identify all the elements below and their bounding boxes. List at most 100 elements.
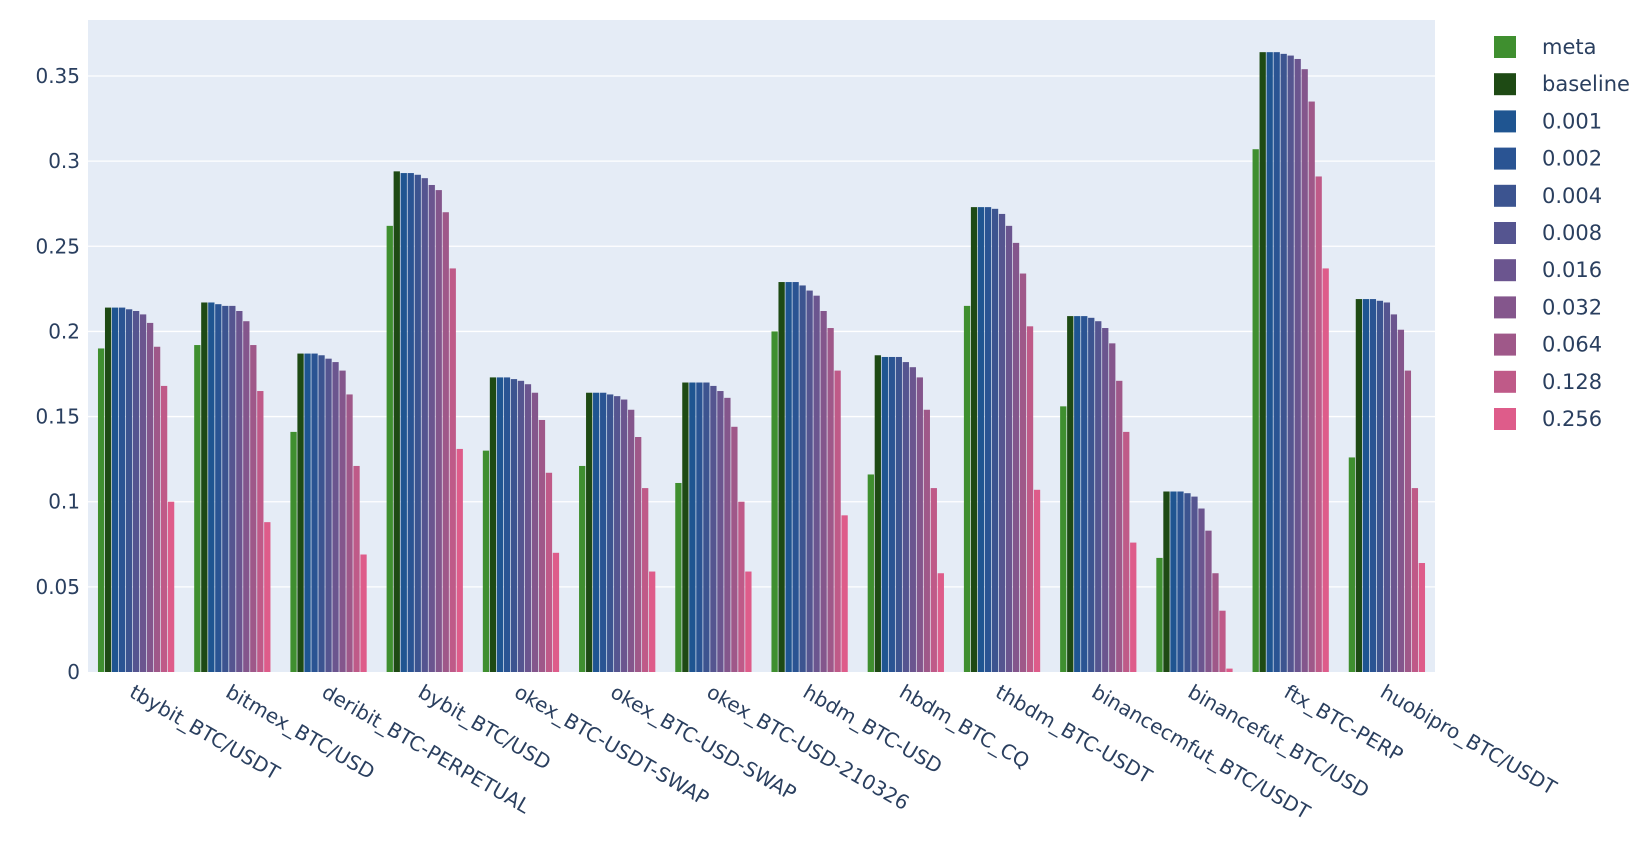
bar-0.128-8 — [930, 488, 937, 672]
legend-label: 0.004 — [1542, 184, 1602, 208]
bar-0.128-4 — [545, 472, 553, 672]
bar-0.016-5 — [621, 399, 628, 672]
legend[interactable]: meta baseline 0.001 0.002 0.004 0.008 0.016 0.0… — [1494, 35, 1630, 431]
bar-0.002-11 — [1177, 491, 1184, 672]
x-axis-ticks: tbybit_BTC/USDTbitmex_BTC/USDderibit_BTC… — [126, 680, 1562, 825]
bar-baseline-5 — [586, 392, 593, 672]
bar-0.128-11 — [1219, 610, 1226, 672]
y-tick-label: 0.3 — [48, 149, 80, 173]
legend-label: meta — [1542, 35, 1596, 59]
bar-0.064-3 — [442, 212, 449, 672]
bar-0.064-1 — [250, 345, 257, 672]
y-axis-ticks: 0 0.05 0.1 0.15 0.2 0.25 0.3 0.35 — [35, 64, 80, 684]
legend-label: baseline — [1542, 72, 1630, 96]
bar-0.032-11 — [1205, 530, 1212, 672]
bar-baseline-12 — [1259, 52, 1266, 673]
bar-0.001-6 — [689, 382, 696, 672]
bar-baseline-3 — [393, 171, 400, 673]
legend-item-baseline[interactable]: baseline — [1494, 72, 1630, 96]
bar-meta-2 — [290, 431, 297, 672]
bar-0.032-9 — [1012, 242, 1020, 672]
y-tick-label: 0.15 — [35, 405, 80, 429]
bar-0.008-2 — [325, 358, 332, 672]
bar-0.256-6 — [745, 571, 752, 672]
y-tick-label: 0.05 — [35, 575, 80, 599]
bar-0.008-5 — [614, 396, 621, 672]
bar-0.016-9 — [1005, 225, 1013, 672]
bar-0.002-13 — [1369, 299, 1377, 672]
bar-0.001-12 — [1266, 52, 1273, 673]
legend-label: 0.032 — [1542, 295, 1602, 319]
bar-0.001-10 — [1074, 316, 1081, 672]
legend-item-0.256[interactable]: 0.256 — [1494, 407, 1602, 431]
bar-meta-5 — [579, 465, 586, 672]
bar-0.064-12 — [1308, 101, 1315, 673]
bar-0.016-7 — [813, 295, 820, 672]
legend-item-0.128[interactable]: 0.128 — [1494, 370, 1602, 394]
bar-0.256-13 — [1418, 563, 1426, 672]
bar-0.064-13 — [1404, 370, 1412, 672]
bar-0.016-0 — [139, 314, 147, 672]
y-tick-label: 0.1 — [48, 490, 80, 514]
bars — [97, 52, 1426, 673]
legend-swatch — [1494, 147, 1516, 170]
bar-0.128-2 — [353, 465, 360, 672]
x-tick-label: thbdm_BTC-USDT — [992, 680, 1157, 789]
bar-0.008-6 — [710, 385, 717, 672]
bar-0.128-9 — [1026, 326, 1034, 672]
bar-meta-1 — [194, 345, 201, 672]
bar-0.001-3 — [400, 173, 407, 672]
bar-baseline-6 — [682, 382, 689, 672]
legend-item-0.001[interactable]: 0.001 — [1494, 109, 1602, 133]
bar-0.002-2 — [311, 353, 318, 672]
bar-0.008-11 — [1191, 496, 1198, 672]
bar-0.002-6 — [696, 382, 703, 672]
legend-item-0.064[interactable]: 0.064 — [1494, 333, 1602, 357]
bar-0.001-4 — [496, 377, 504, 672]
bar-0.032-13 — [1397, 329, 1405, 672]
legend-swatch — [1494, 184, 1516, 207]
bar-0.256-9 — [1033, 489, 1041, 672]
bar-baseline-9 — [970, 207, 978, 672]
bar-0.001-1 — [208, 302, 215, 672]
bar-0.032-7 — [820, 310, 827, 672]
bar-0.016-10 — [1102, 328, 1109, 672]
bar-0.001-2 — [304, 353, 311, 672]
bar-0.001-11 — [1170, 491, 1177, 672]
bar-0.256-4 — [552, 552, 560, 672]
legend-swatch — [1494, 408, 1516, 430]
bar-0.002-10 — [1081, 316, 1088, 672]
bar-0.001-9 — [977, 207, 985, 672]
bar-0.004-1 — [222, 305, 229, 672]
legend-label: 0.256 — [1542, 407, 1602, 431]
bar-baseline-1 — [201, 302, 208, 672]
bar-0.002-9 — [984, 207, 992, 672]
bar-meta-4 — [482, 450, 490, 672]
bar-0.256-5 — [649, 571, 656, 672]
bar-0.016-13 — [1390, 314, 1398, 672]
bar-meta-3 — [386, 225, 393, 672]
bar-0.032-4 — [531, 392, 539, 672]
bar-0.004-3 — [414, 174, 421, 672]
bar-baseline-11 — [1163, 491, 1170, 672]
bar-0.002-5 — [600, 392, 607, 672]
bar-0.256-10 — [1130, 542, 1137, 672]
bar-baseline-7 — [778, 282, 785, 672]
legend-item-0.032[interactable]: 0.032 — [1494, 295, 1602, 319]
legend-item-0.002[interactable]: 0.002 — [1494, 147, 1602, 171]
legend-item-0.008[interactable]: 0.008 — [1494, 221, 1602, 245]
bar-0.256-8 — [937, 573, 944, 672]
bar-0.008-3 — [421, 178, 428, 672]
legend-item-0.016[interactable]: 0.016 — [1494, 258, 1602, 282]
bar-0.032-2 — [339, 370, 346, 672]
legend-item-meta[interactable]: meta — [1494, 35, 1596, 59]
bar-0.064-4 — [538, 419, 546, 672]
bar-0.064-5 — [635, 437, 642, 672]
bar-0.001-5 — [593, 392, 600, 672]
legend-label: 0.002 — [1542, 147, 1602, 171]
bar-meta-13 — [1348, 457, 1356, 672]
legend-item-0.004[interactable]: 0.004 — [1494, 184, 1602, 208]
bar-baseline-2 — [297, 353, 304, 672]
bar-0.008-10 — [1095, 321, 1102, 672]
